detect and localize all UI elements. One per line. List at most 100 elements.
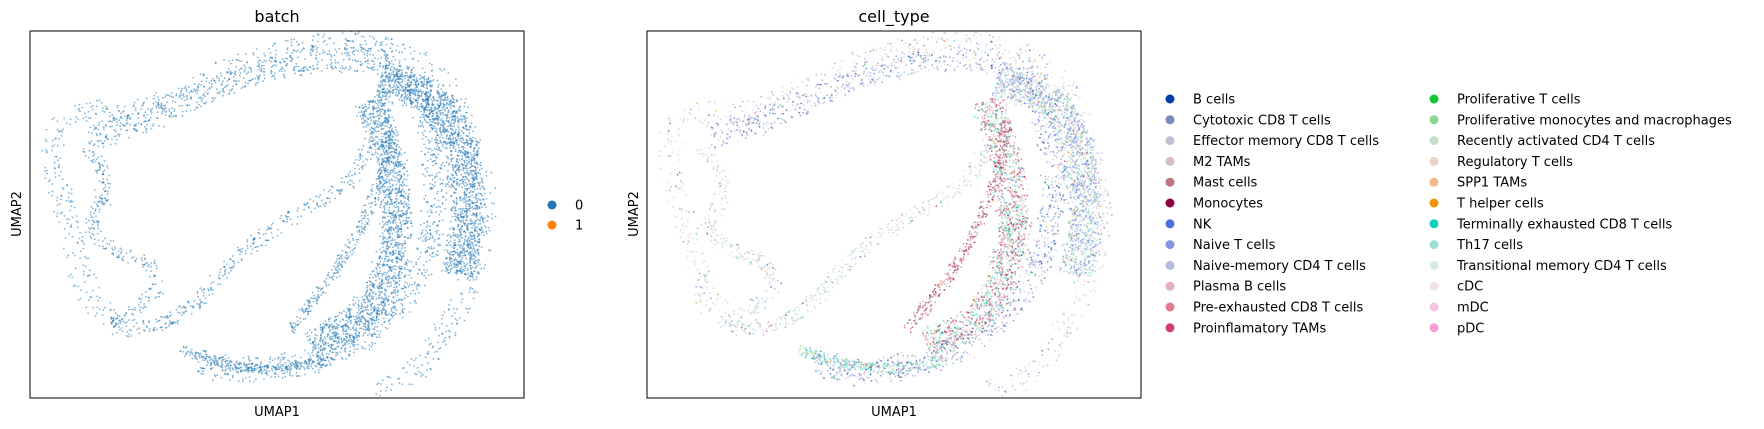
scatter-point bbox=[95, 158, 98, 161]
scatter-point bbox=[389, 109, 392, 112]
scatter-point bbox=[131, 257, 134, 259]
scatter-point bbox=[371, 282, 374, 285]
scatter-point bbox=[372, 212, 375, 214]
scatter-point bbox=[331, 348, 334, 351]
scatter-point bbox=[473, 152, 476, 155]
scatter-point bbox=[494, 187, 497, 190]
scatter-point bbox=[113, 324, 116, 327]
scatter-point bbox=[112, 240, 115, 242]
scatter-point bbox=[384, 167, 387, 170]
scatter-point bbox=[458, 128, 461, 131]
scatter-point bbox=[395, 129, 397, 131]
scatter-point bbox=[241, 369, 244, 372]
scatter-point bbox=[457, 127, 460, 129]
scatter-point bbox=[304, 317, 307, 320]
scatter-point bbox=[471, 173, 473, 176]
scatter-point bbox=[373, 269, 375, 272]
scatter-point bbox=[367, 100, 369, 102]
scatter-point bbox=[453, 125, 455, 128]
scatter-point bbox=[352, 299, 355, 302]
scatter-point bbox=[288, 210, 290, 213]
scatter-point bbox=[250, 370, 253, 372]
scatter-point bbox=[44, 138, 47, 141]
scatter-point bbox=[472, 238, 474, 241]
scatter-point bbox=[413, 359, 416, 362]
scatter-point bbox=[216, 92, 219, 95]
scatter-point bbox=[161, 280, 163, 282]
scatter-point bbox=[164, 111, 167, 114]
scatter-point bbox=[129, 250, 132, 253]
scatter-point bbox=[314, 45, 317, 47]
scatter-point bbox=[303, 204, 306, 206]
scatter-point bbox=[319, 355, 321, 357]
scatter-point bbox=[418, 284, 421, 287]
scatter-point bbox=[465, 257, 468, 260]
scatter-point bbox=[413, 365, 415, 367]
scatter-point bbox=[450, 258, 453, 260]
scatter-point bbox=[220, 366, 223, 368]
scatter-point bbox=[320, 294, 323, 296]
scatter-point bbox=[114, 248, 116, 250]
scatter-point bbox=[304, 310, 307, 313]
scatter-point bbox=[464, 178, 466, 181]
scatter-point bbox=[413, 106, 415, 109]
scatter-point bbox=[66, 256, 69, 259]
scatter-point bbox=[344, 37, 347, 40]
scatter-point bbox=[294, 325, 297, 328]
scatter-point bbox=[348, 68, 350, 71]
scatter-point bbox=[139, 306, 142, 309]
scatter-point bbox=[59, 157, 62, 160]
scatter-point bbox=[356, 241, 359, 244]
scatter-point bbox=[410, 81, 413, 84]
scatter-point bbox=[125, 334, 128, 337]
scatter-point bbox=[230, 89, 233, 92]
scatter-point bbox=[235, 366, 238, 369]
scatter-point bbox=[439, 112, 441, 115]
scatter-point bbox=[101, 194, 103, 196]
scatter-point bbox=[388, 101, 390, 103]
scatter-point bbox=[249, 67, 252, 70]
scatter-point bbox=[236, 371, 239, 373]
scatter-point bbox=[370, 59, 373, 62]
scatter-point bbox=[468, 207, 471, 210]
scatter-point bbox=[310, 72, 312, 75]
scatter-point bbox=[322, 338, 325, 341]
scatter-point bbox=[190, 90, 193, 93]
scatter-point bbox=[227, 93, 230, 96]
scatter-point bbox=[377, 306, 379, 308]
scatter-point bbox=[454, 257, 457, 260]
scatter-point bbox=[388, 76, 390, 79]
scatter-point bbox=[390, 307, 393, 310]
scatter-point bbox=[348, 242, 351, 245]
scatter-point bbox=[343, 310, 345, 313]
scatter-point bbox=[91, 104, 94, 107]
scatter-point bbox=[452, 253, 455, 256]
scatter-point bbox=[368, 344, 371, 347]
scatter-point bbox=[425, 84, 428, 87]
scatter-point bbox=[451, 105, 454, 107]
scatter-point bbox=[236, 360, 238, 363]
scatter-point bbox=[393, 167, 396, 170]
scatter-point bbox=[391, 171, 394, 174]
scatter-point bbox=[354, 159, 357, 161]
scatter-point bbox=[381, 235, 384, 238]
scatter-point bbox=[454, 252, 457, 254]
scatter-point bbox=[494, 215, 497, 218]
scatter-point bbox=[146, 113, 149, 116]
scatter-point bbox=[387, 209, 390, 212]
scatter-point bbox=[370, 119, 373, 122]
scatter-point bbox=[327, 272, 330, 274]
scatter-point bbox=[361, 211, 364, 214]
scatter-point bbox=[132, 256, 135, 258]
scatter-point bbox=[129, 118, 132, 120]
scatter-point bbox=[422, 264, 425, 266]
scatter-point bbox=[364, 215, 367, 217]
scatter-point bbox=[247, 363, 250, 366]
scatter-point bbox=[467, 155, 470, 158]
scatter-point bbox=[455, 172, 458, 175]
scatter-point bbox=[435, 148, 438, 151]
scatter-point bbox=[262, 70, 265, 73]
scatter-point bbox=[299, 364, 302, 366]
scatter-point bbox=[428, 225, 431, 228]
scatter-point bbox=[326, 323, 329, 326]
